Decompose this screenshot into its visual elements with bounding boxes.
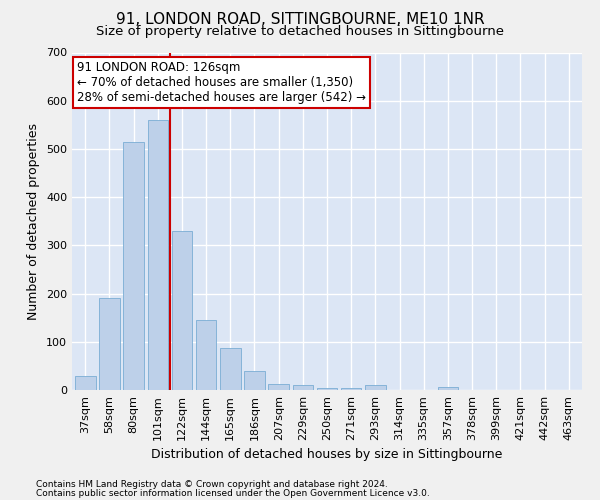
Text: Size of property relative to detached houses in Sittingbourne: Size of property relative to detached ho…	[96, 25, 504, 38]
Bar	[124, 142, 144, 390]
Bar	[341, 388, 361, 390]
Bar	[75, 376, 95, 390]
X-axis label: Distribution of detached houses by size in Sittingbourne: Distribution of detached houses by size …	[151, 448, 503, 462]
Bar	[268, 384, 289, 390]
Text: Contains HM Land Registry data © Crown copyright and database right 2024.: Contains HM Land Registry data © Crown c…	[36, 480, 388, 489]
Bar	[244, 370, 265, 390]
Bar	[220, 348, 241, 390]
Bar	[365, 385, 386, 390]
Bar	[196, 320, 217, 390]
Bar	[148, 120, 168, 390]
Text: 91, LONDON ROAD, SITTINGBOURNE, ME10 1NR: 91, LONDON ROAD, SITTINGBOURNE, ME10 1NR	[116, 12, 484, 28]
Y-axis label: Number of detached properties: Number of detached properties	[28, 122, 40, 320]
Text: Contains public sector information licensed under the Open Government Licence v3: Contains public sector information licen…	[36, 490, 430, 498]
Text: 91 LONDON ROAD: 126sqm
← 70% of detached houses are smaller (1,350)
28% of semi-: 91 LONDON ROAD: 126sqm ← 70% of detached…	[77, 61, 366, 104]
Bar	[437, 386, 458, 390]
Bar	[172, 231, 192, 390]
Bar	[317, 388, 337, 390]
Bar	[99, 298, 120, 390]
Bar	[293, 385, 313, 390]
